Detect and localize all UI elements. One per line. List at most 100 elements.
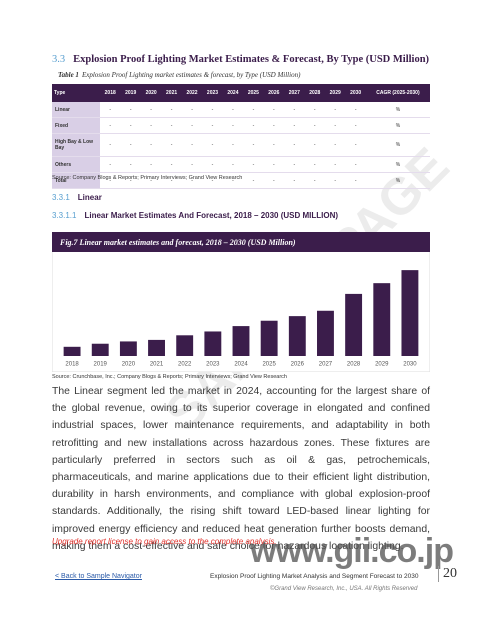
cell: -: [324, 117, 346, 134]
cell: -: [263, 156, 285, 173]
cell: -: [181, 133, 203, 157]
row-label: Linear: [52, 102, 100, 118]
header-cell: 2020: [140, 84, 162, 102]
x-tick-label: 2021: [150, 362, 164, 368]
cell: -: [161, 172, 182, 189]
cell: -: [243, 156, 264, 173]
copyright: ©Grand View Research, Inc., USA. All Rig…: [270, 586, 418, 592]
header-cell: 2025: [243, 84, 264, 102]
section-title: Explosion Proof Lighting Market Estimate…: [73, 54, 430, 65]
bar: [91, 343, 109, 356]
cell: -: [181, 102, 203, 118]
cell: -: [100, 156, 121, 173]
cell: %: [365, 117, 430, 134]
table-row: Total - - - - - - - - - - - - -%: [52, 172, 430, 189]
header-cell: 2028: [304, 84, 325, 102]
cell: -: [140, 117, 162, 134]
cell: -: [161, 102, 182, 118]
x-tick-label: 2026: [291, 362, 305, 368]
x-tick-label: 2018: [65, 362, 79, 368]
header-cell: 2027: [284, 84, 305, 102]
bar: [401, 270, 419, 356]
bar: [288, 316, 306, 356]
section-number: 3.3: [52, 54, 66, 65]
x-tick-label: 2027: [319, 362, 333, 368]
bar: [119, 341, 137, 356]
cell: -: [181, 156, 203, 173]
cell: -: [140, 133, 162, 157]
section-heading: 3.3 Explosion Proof Lighting Market Estim…: [52, 54, 429, 65]
cell: -: [345, 156, 366, 173]
header-cell: 2026: [263, 84, 285, 102]
cell: -: [222, 133, 244, 157]
cell: -: [284, 102, 305, 118]
cell: -: [263, 133, 285, 157]
cell: -: [120, 156, 141, 173]
cell: -: [324, 133, 346, 157]
caption-label: Table 1: [58, 71, 79, 79]
table-row: Fixed - - - - - - - - - - - - -%: [52, 117, 430, 134]
x-tick-label: 2024: [234, 362, 248, 368]
cell: -: [243, 117, 264, 134]
back-link[interactable]: < Back to Sample Navigator: [55, 573, 142, 580]
cell: -: [284, 117, 305, 134]
subsection-title: Linear: [77, 193, 102, 202]
header-cell: 2022: [181, 84, 203, 102]
cell: -: [181, 172, 203, 189]
bar: [260, 320, 278, 356]
cell: -: [161, 156, 182, 173]
table-caption: Table 1 Explosion Proof Lighting market e…: [58, 71, 300, 79]
x-tick-label: 2022: [178, 362, 192, 368]
row-label: Others: [52, 156, 100, 173]
header-cell: 2023: [202, 84, 223, 102]
cell: -: [100, 102, 121, 118]
bar: [148, 339, 165, 356]
cell: -: [222, 172, 244, 189]
header-cell: 2018: [100, 84, 121, 102]
cell: -: [161, 133, 182, 157]
cell: -: [222, 117, 244, 134]
footer-title: Explosion Proof Lighting Market Analysis…: [210, 573, 419, 580]
cell: -: [324, 102, 346, 118]
cell: -: [120, 102, 141, 118]
cell: -: [324, 156, 346, 173]
bar: [232, 326, 250, 356]
cell: -: [140, 102, 162, 118]
bar: [373, 283, 391, 356]
bar: [176, 335, 194, 356]
cell: -: [345, 172, 366, 189]
cell: -: [120, 133, 141, 157]
bar: [204, 331, 222, 356]
cell: -: [345, 102, 366, 118]
table-row: High Bay & Low Bay - - - - - - - - - - - - -%: [52, 133, 430, 157]
table-row: Others - - - - - - - - - - - - -%: [52, 156, 430, 173]
bar: [317, 310, 334, 356]
cell: -: [202, 102, 223, 118]
x-tick-label: 2019: [94, 362, 108, 368]
x-tick-label: 2028: [347, 362, 361, 368]
cell: -: [243, 102, 264, 118]
cell: -: [345, 117, 366, 134]
header-cell: 2019: [120, 84, 141, 102]
cell: -: [304, 172, 325, 189]
cell: -: [202, 172, 223, 189]
row-label: Total: [52, 172, 100, 189]
chart-title-band: [52, 232, 430, 252]
cell: -: [222, 156, 244, 173]
chart: Fig.7 Linear market estimates and foreca…: [52, 232, 430, 372]
x-tick-label: 2023: [206, 362, 220, 368]
row-label: Fixed: [52, 117, 100, 134]
cell: %: [365, 172, 430, 189]
cell: -: [284, 133, 305, 157]
cell: %: [365, 156, 430, 173]
upgrade-note: Upgrade report license to gain access to…: [52, 537, 277, 546]
table-row: Linear - - - - - - - - - - - - -%: [52, 102, 430, 118]
cell: %: [365, 133, 430, 157]
x-tick-label: 2020: [122, 362, 136, 368]
cell: -: [243, 172, 264, 189]
cell: -: [120, 172, 141, 189]
x-tick-label: 2029: [375, 362, 389, 368]
bar: [63, 346, 81, 356]
header-cell: 2021: [161, 84, 182, 102]
header-cell: 2024: [222, 84, 244, 102]
